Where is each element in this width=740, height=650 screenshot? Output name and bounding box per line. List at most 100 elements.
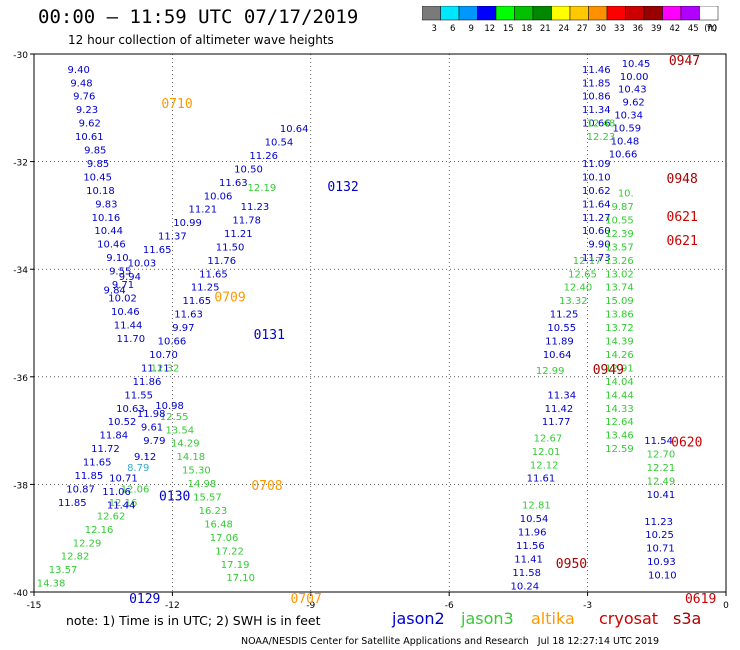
swh-value: 8.79: [127, 463, 149, 474]
swh-value: 10.25: [645, 530, 674, 541]
lon-tick-label: -6: [445, 601, 454, 611]
swh-value: 12.62: [97, 511, 126, 522]
swh-value: 13.32: [559, 296, 588, 307]
swh-value: 11.06: [102, 487, 131, 498]
swh-value: 12.59: [605, 444, 634, 455]
swh-value: 11.56: [516, 541, 545, 552]
scale-label-39: 39: [651, 24, 662, 34]
swh-value: 13.54: [165, 425, 194, 436]
swh-value: 11.85: [58, 498, 87, 509]
swh-value: 10.46: [111, 307, 140, 318]
swh-value: 11.61: [527, 474, 556, 485]
swh-value: 10.10: [582, 172, 611, 183]
swh-value: 12.17: [573, 256, 602, 267]
swh-value: 12.64: [605, 417, 634, 428]
swh-value: 9.62: [623, 98, 645, 109]
swh-value: 10.52: [108, 417, 137, 428]
swh-value: 9.90: [588, 240, 610, 251]
swh-value: 11.63: [174, 310, 203, 321]
swh-value: 12.70: [647, 450, 676, 461]
swh-value: 12.99: [536, 366, 565, 377]
swh-value: 14.18: [177, 452, 206, 463]
swh-value: 10.63: [116, 404, 145, 415]
swh-value: 9.94: [119, 272, 141, 283]
scale-label-70: 70: [706, 24, 717, 34]
swh-value: 10.10: [648, 571, 677, 582]
pass-time-label: 0620: [671, 436, 702, 451]
swh-value: 9.55: [109, 267, 131, 278]
swh-value: 11.55: [124, 390, 153, 401]
swh-value: 9.61: [141, 423, 163, 434]
lat-tick-label: -30: [13, 51, 28, 61]
scale-label-30: 30: [595, 24, 606, 34]
swh-value: 9.84: [104, 285, 126, 296]
swh-value: 10.62: [582, 186, 611, 197]
swh-value: 11.21: [189, 205, 218, 216]
swh-value: 12.16: [85, 525, 114, 536]
swh-value: 10.55: [605, 215, 634, 226]
lat-tick-label: -40: [13, 589, 28, 599]
swh-value: 14.39: [605, 337, 634, 348]
swh-value: 10.41: [647, 490, 676, 501]
swh-value: 11.65: [199, 269, 228, 280]
lat-tick-label: -36: [13, 374, 28, 384]
swh-value: 12.81: [522, 501, 551, 512]
swh-value: 11.23: [241, 202, 270, 213]
swh-value: 10.00: [620, 72, 649, 83]
swh-value: 12.65: [568, 269, 597, 280]
swh-value: 11.21: [224, 229, 253, 240]
swh-value: 10.60: [582, 226, 611, 237]
swh-value: 10.16: [92, 213, 121, 224]
pass-time-label: 0621: [667, 210, 698, 225]
pass-time-label: 0947: [669, 54, 700, 69]
swh-value: 14.44: [605, 390, 634, 401]
swh-value: 11.25: [191, 283, 220, 294]
swh-value: 10.54: [520, 514, 549, 525]
scale-label-18: 18: [521, 24, 532, 34]
swh-value: 11.44: [107, 501, 136, 512]
swh-value: 10.45: [83, 172, 112, 183]
swh-value: 12.32: [151, 363, 180, 374]
swh-value: 11.25: [550, 310, 579, 321]
swh-value: 14.26: [605, 350, 634, 361]
swh-value: 13.02: [605, 269, 634, 280]
swh-value: 11.72: [91, 444, 120, 455]
swh-value: 9.71: [112, 280, 134, 291]
swh-value: 9.87: [611, 202, 633, 213]
legend-note: note: 1) Time is in UTC; 2) SWH is in fe…: [66, 613, 321, 628]
swh-value: 12.67: [534, 433, 563, 444]
swh-value: 12.23: [587, 132, 616, 143]
swh-value: 14.29: [171, 439, 200, 450]
footer-credit: NOAA/NESDIS Center for Satellite Applica…: [241, 636, 660, 647]
pass-time-label: 0131: [254, 328, 285, 343]
swh-value: 12.16: [109, 498, 138, 509]
legend-jason3: jason3: [461, 609, 514, 628]
swh-value: 11.46: [582, 65, 611, 76]
swh-value: 9.83: [95, 199, 117, 210]
swh-value: 12.01: [532, 447, 561, 458]
legend-s3a: s3a: [673, 609, 702, 628]
swh-value: 9.62: [79, 119, 101, 130]
legend-jason2: jason2: [392, 609, 445, 628]
swh-value: 10.64: [543, 350, 572, 361]
swh-value: 12.82: [61, 552, 90, 563]
swh-value: 17.10: [226, 573, 255, 584]
swh-value: 13.86: [605, 310, 634, 321]
swh-value: 11.09: [582, 159, 611, 170]
lon-tick-label: -15: [27, 601, 42, 611]
pass-time-label: 0130: [159, 490, 190, 505]
pass-time-label: 0949: [593, 363, 624, 378]
swh-value: 11.65: [183, 296, 212, 307]
swh-value: 10.34: [614, 111, 643, 122]
swh-value: 15.09: [605, 296, 634, 307]
swh-value: 12.21: [647, 463, 676, 474]
swh-value: 12.48: [587, 119, 616, 130]
swh-value: 14.04: [605, 377, 634, 388]
swh-value: 12.55: [160, 412, 189, 423]
swh-value: 10.86: [582, 92, 611, 103]
swh-value: 17.19: [221, 560, 250, 571]
scale-label-12: 12: [484, 24, 495, 34]
pass-time-label: 0708: [251, 479, 282, 494]
swh-value: 11.76: [207, 256, 236, 267]
